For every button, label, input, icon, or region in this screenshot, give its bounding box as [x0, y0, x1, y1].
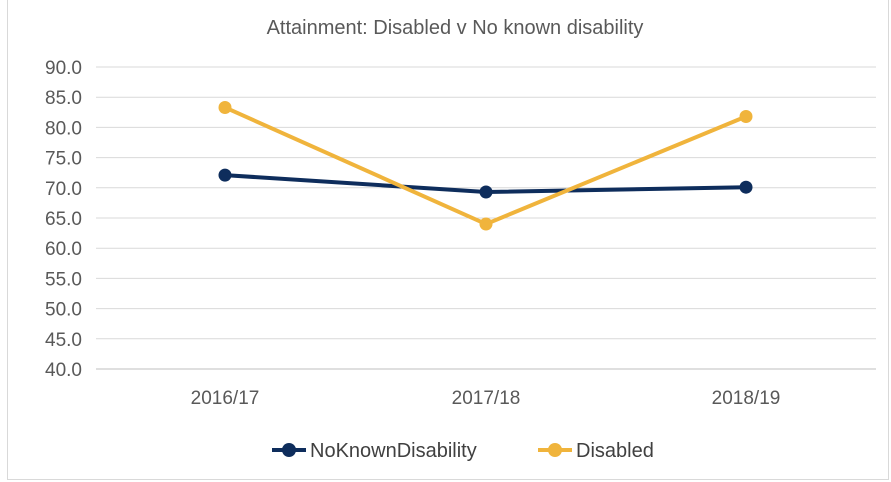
chart-title: Attainment: Disabled v No known disabili… — [267, 17, 644, 39]
y-tick-label: 90.0 — [45, 58, 82, 79]
legend-item: Disabled — [538, 440, 654, 462]
gridlines — [96, 66, 876, 370]
y-tick-label: 55.0 — [45, 269, 82, 290]
series-lines — [218, 100, 753, 231]
data-point — [739, 180, 753, 194]
x-tick-label: 2016/17 — [191, 388, 260, 409]
y-tick-label: 40.0 — [45, 360, 82, 381]
y-tick-label: 80.0 — [45, 118, 82, 139]
series-noknowndisability — [218, 168, 753, 199]
y-tick-label: 75.0 — [45, 149, 82, 170]
data-point — [479, 217, 493, 231]
y-tick-label: 50.0 — [45, 300, 82, 321]
data-point — [218, 168, 232, 182]
legend-label: NoKnownDisability — [310, 440, 477, 462]
legend-label: Disabled — [576, 440, 654, 462]
x-axis-tick-labels: 2016/17 2017/18 2018/19 — [191, 388, 781, 409]
data-point — [479, 185, 493, 199]
y-axis-tick-labels: 90.0 85.0 80.0 75.0 70.0 65.0 60.0 55.0 50.0 45.0… — [45, 58, 82, 381]
chart-frame — [7, 0, 889, 480]
y-tick-label: 60.0 — [45, 239, 82, 260]
y-tick-label: 85.0 — [45, 88, 82, 109]
legend-dot-marker — [282, 443, 296, 457]
x-tick-label: 2018/19 — [712, 388, 781, 409]
y-tick-label: 45.0 — [45, 330, 82, 351]
series-line — [223, 105, 748, 227]
legend-item: NoKnownDisability — [272, 440, 477, 462]
legend-dot-marker — [548, 443, 562, 457]
data-point — [218, 100, 232, 114]
legend: NoKnownDisability Disabled — [272, 440, 654, 462]
series-disabled — [218, 100, 753, 231]
y-tick-label: 70.0 — [45, 179, 82, 200]
x-tick-label: 2017/18 — [452, 388, 521, 409]
data-point — [739, 110, 753, 124]
y-tick-label: 65.0 — [45, 209, 82, 230]
